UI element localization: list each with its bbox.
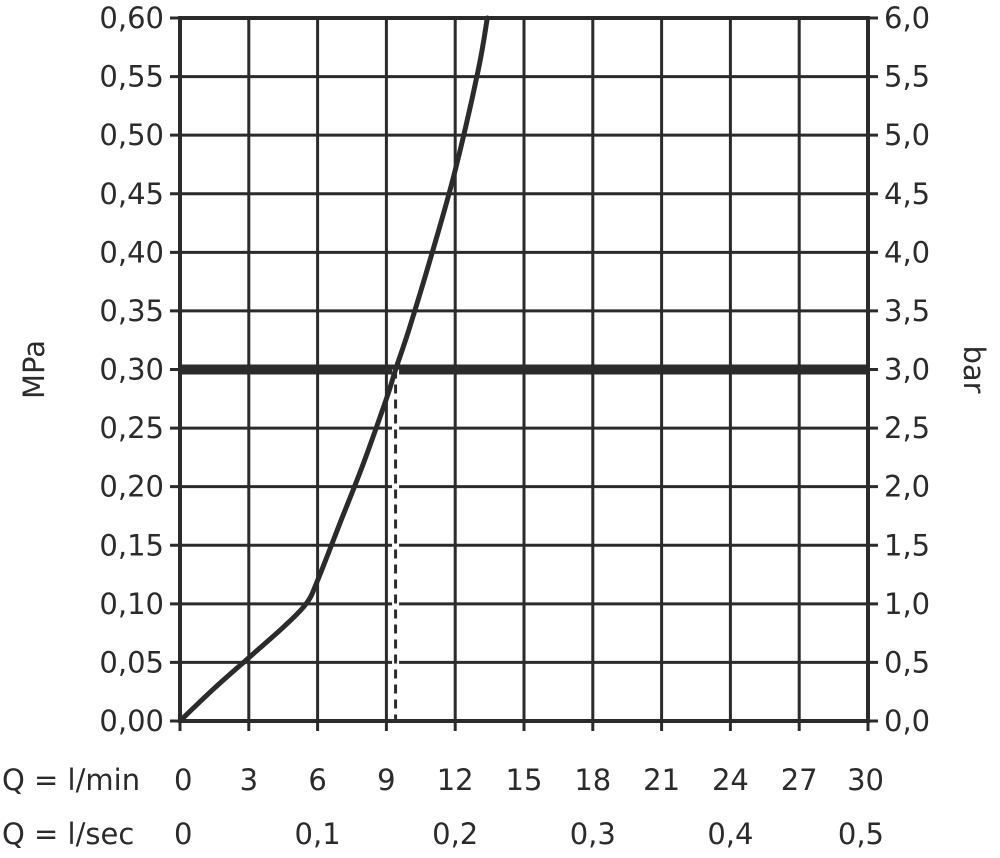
y-left-tick-label: 0,05 [99,645,164,679]
x-tick-label: 9 [377,763,395,797]
reference-group [180,364,868,721]
x-secondary-tick-label: 0,5 [838,817,884,851]
x-tick-label: 24 [712,763,749,797]
x-secondary-tick-label: 0,2 [432,817,478,851]
y-left-tick-label: 0,50 [99,118,164,152]
x-secondary-tick-label: 0,1 [295,817,341,851]
x-axis-title-secondary: Q = l/sec [2,817,134,851]
y-left-tick-label: 0,00 [99,704,164,738]
y-right-tick-label: 2,0 [884,470,930,504]
y-left-tick-label: 0,55 [99,60,164,94]
y-right-tick-label: 0,0 [884,704,930,738]
series-group [177,15,490,724]
y-left-tick-label: 0,40 [99,235,164,269]
y-right-tick-label: 2,5 [884,411,930,445]
y-left-tick-label: 0,60 [99,1,164,35]
y-left-tick-label: 0,25 [99,411,164,445]
y-right-tick-label: 3,5 [884,294,930,328]
x-secondary-tick-label: 0,3 [570,817,616,851]
x-secondary-tick-label: 0 [174,817,192,851]
y-right-tick-label: 6,0 [884,1,930,35]
y-left-tick-label: 0,10 [99,587,164,621]
x-tick-label: 3 [240,763,258,797]
y-axis-title-right: bar [957,345,991,393]
y-right-tick-label: 5,0 [884,118,930,152]
y-axis-title-left: MPa [17,340,51,399]
y-right-tick-label: 1,5 [884,528,930,562]
y-right-tick-label: 1,0 [884,587,930,621]
x-tick-label: 15 [506,763,543,797]
x-tick-label: 21 [643,763,680,797]
left-tick-labels: 0,00 0,05 0,10 0,15 0,20 0,25 0,30 0,35 0,40 0,45… [99,1,164,738]
y-right-tick-label: 4,5 [884,177,930,211]
x-tick-label: 0 [174,763,192,797]
y-right-tick-label: 5,5 [884,60,930,94]
y-left-tick-label: 0,15 [99,528,164,562]
x-tick-label: 18 [574,763,611,797]
x-tick-label: 30 [847,763,884,797]
bottom-tick-labels: 0 3 6 9 12 15 18 21 24 27 30 [174,763,884,797]
y-right-tick-label: 0,5 [884,645,930,679]
y-right-tick-label: 4,0 [884,235,930,269]
x-secondary-tick-label: 0,4 [707,817,753,851]
x-tick-label: 27 [781,763,818,797]
bottom-secondary-tick-labels: 0 0,1 0,2 0,3 0,4 0,5 [174,817,884,851]
y-left-tick-label: 0,45 [99,177,164,211]
y-left-tick-label: 0,35 [99,294,164,328]
x-tick-label: 12 [437,763,474,797]
y-left-tick-label: 0,30 [99,353,164,387]
right-tick-labels: 0,0 0,5 1,0 1,5 2,0 2,5 3,0 3,5 4,0 4,5 5,0 5,5 6,0 [884,1,930,738]
x-axis-title-primary: Q = l/min [2,763,140,797]
y-right-tick-label: 3,0 [884,353,930,387]
plot-frame [178,16,870,723]
y-left-tick-label: 0,20 [99,470,164,504]
series-line [177,15,490,724]
x-tick-label: 6 [308,763,326,797]
